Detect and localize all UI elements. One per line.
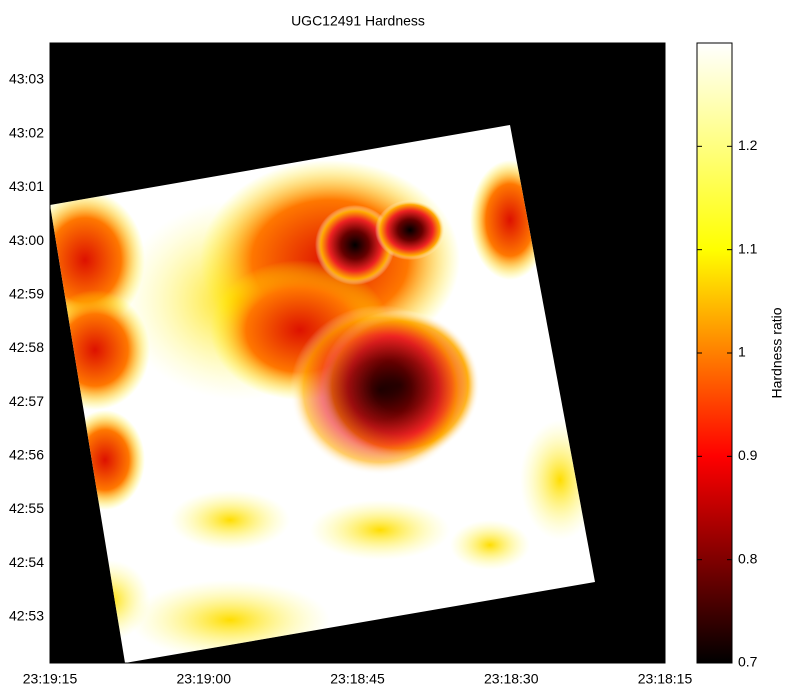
colorbar-label: Hardness ratio [769, 307, 785, 398]
y-tick-label: 42:56 [9, 446, 44, 462]
colorbar-tick-label: 0.9 [738, 447, 758, 463]
y-tick-label: 43:03 [9, 71, 44, 87]
colorbar-tick-label: 1 [738, 344, 746, 360]
y-tick-label: 42:54 [9, 554, 44, 570]
y-tick-label: 43:02 [9, 124, 44, 140]
y-tick-label: 42:57 [9, 393, 44, 409]
colorbar-tick-label: 1.2 [738, 137, 758, 153]
y-tick-label: 42:58 [9, 339, 44, 355]
y-tick-label: 43:00 [9, 232, 44, 248]
x-tick-label: 23:19:00 [177, 671, 232, 687]
colorbar-tick-label: 0.8 [738, 550, 758, 566]
y-tick-label: 43:01 [9, 178, 44, 194]
heatmap-image [50, 43, 665, 663]
colorbar-tick-label: 1.1 [738, 240, 758, 256]
x-tick-label: 23:18:15 [638, 671, 693, 687]
x-tick-label: 23:18:30 [484, 671, 539, 687]
colorbar [696, 42, 733, 664]
y-tick-label: 42:55 [9, 500, 44, 516]
y-tick-label: 42:53 [9, 608, 44, 624]
y-tick-label: 42:59 [9, 285, 44, 301]
x-tick-label: 23:18:45 [330, 671, 385, 687]
x-tick-label: 23:19:15 [23, 671, 78, 687]
colorbar-tick-label: 0.7 [738, 654, 758, 670]
chart-title: UGC12491 Hardness [291, 13, 425, 29]
